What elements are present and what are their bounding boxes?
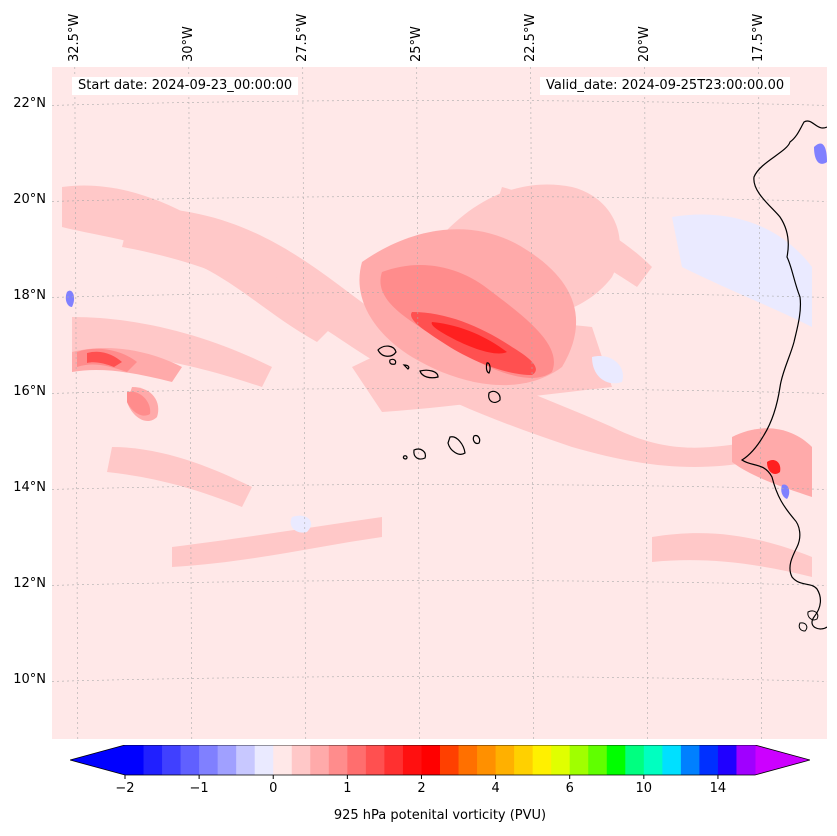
longitude-label: 22.5°W xyxy=(522,13,538,62)
graticule-parallel xyxy=(51,196,828,202)
graticule-meridian xyxy=(302,66,307,740)
colorbar-swatch xyxy=(384,745,404,775)
graticule-lines xyxy=(51,66,828,740)
latitude-label: 14°N xyxy=(13,480,46,496)
longitude-label: 32.5°W xyxy=(66,13,82,62)
longitude-label: 17.5°W xyxy=(750,13,766,62)
colorbar-swatch xyxy=(551,745,571,775)
colorbar-swatch xyxy=(458,745,478,775)
graticule-parallel xyxy=(51,676,828,682)
start-date-label: Start date: 2024-09-23_00:00:00 xyxy=(72,77,299,95)
cape-verde-islands xyxy=(377,345,501,460)
colorbar xyxy=(70,745,810,779)
colorbar-swatch xyxy=(440,745,460,775)
colorbar-swatch xyxy=(588,745,608,775)
latitude-label: 16°N xyxy=(13,384,46,400)
colorbar-tick-label: 2 xyxy=(417,781,426,796)
graticule-parallel xyxy=(51,100,828,106)
longitude-label: 27.5°W xyxy=(294,13,310,62)
coastal-islands xyxy=(798,610,819,632)
graticule-meridian xyxy=(644,66,648,740)
colorbar-tick-label: −2 xyxy=(115,781,135,796)
colorbar-swatch xyxy=(162,745,182,775)
latitude-label: 20°N xyxy=(13,192,46,208)
colorbar-swatch xyxy=(143,745,163,775)
colorbar-swatch xyxy=(625,745,645,775)
colorbar-swatch xyxy=(477,745,497,775)
latitude-label: 12°N xyxy=(13,576,46,592)
longitude-label: 20°W xyxy=(636,26,652,62)
colorbar-tick-label: 4 xyxy=(491,781,500,796)
graticule-meridian xyxy=(74,66,79,740)
colorbar-swatch xyxy=(514,745,534,775)
graticule-parallel xyxy=(51,484,828,490)
colorbar-swatch xyxy=(662,745,682,775)
colorbar-tick-label: 14 xyxy=(709,781,727,796)
longitude-label: 25°W xyxy=(408,26,424,62)
colorbar-swatch xyxy=(569,745,589,775)
graticule-meridian xyxy=(530,66,534,740)
colorbar-swatch xyxy=(125,745,145,775)
colorbar-swatch xyxy=(643,745,663,775)
latitude-label: 22°N xyxy=(13,96,46,112)
valid-date-label: Valid_date: 2024-09-25T23:00:00.00 xyxy=(540,77,791,95)
colorbar-swatch xyxy=(273,745,293,775)
colorbar-swatch xyxy=(217,745,237,775)
colorbar-swatch xyxy=(736,745,756,775)
colorbar-tick-label: −1 xyxy=(189,781,209,796)
colorbar-swatch xyxy=(365,745,385,775)
graticule-meridian xyxy=(758,66,762,740)
pv-contours-neg-strong xyxy=(65,143,827,499)
colorbar-tick-label: 1 xyxy=(343,781,352,796)
latitude-label: 10°N xyxy=(13,672,46,688)
graticule-parallel xyxy=(51,292,828,298)
colorbar-swatch xyxy=(254,745,274,775)
colorbar-swatch xyxy=(680,745,700,775)
graticule-meridian xyxy=(416,66,421,740)
colorbar-tick-label: 6 xyxy=(565,781,574,796)
colorbar-swatch xyxy=(495,745,515,775)
colorbar-swatch xyxy=(180,745,200,775)
colorbar-swatch xyxy=(347,745,367,775)
colorbar-swatch xyxy=(236,745,256,775)
colorbar-swatch xyxy=(328,745,348,775)
colorbar-extend-min xyxy=(70,745,125,775)
colorbar-title: 925 hPa potenital vorticity (PVU) xyxy=(333,808,547,823)
colorbar-swatch xyxy=(606,745,626,775)
pv-contours-peak xyxy=(431,322,781,474)
colorbar-swatch xyxy=(199,745,219,775)
colorbar-swatch xyxy=(532,745,552,775)
graticule-parallel xyxy=(51,388,828,394)
colorbar-swatch xyxy=(421,745,441,775)
latitude-label: 18°N xyxy=(13,288,46,304)
colorbar-tick-label: 0 xyxy=(269,781,278,796)
map-panel xyxy=(51,66,828,740)
colorbar-swatch xyxy=(402,745,422,775)
graticule-meridian xyxy=(188,66,193,740)
pv-contours-negative xyxy=(290,214,812,533)
colorbar-extend-max xyxy=(755,745,810,775)
colorbar-tick-label: 10 xyxy=(635,781,653,796)
colorbar-swatch xyxy=(291,745,311,775)
colorbar-swatch xyxy=(699,745,719,775)
pv-contour-map xyxy=(51,66,828,740)
colorbar-swatch xyxy=(310,745,330,775)
africa-coastline xyxy=(740,120,828,630)
graticule-parallel xyxy=(51,580,828,586)
colorbar-swatch xyxy=(717,745,737,775)
longitude-label: 30°W xyxy=(180,26,196,62)
